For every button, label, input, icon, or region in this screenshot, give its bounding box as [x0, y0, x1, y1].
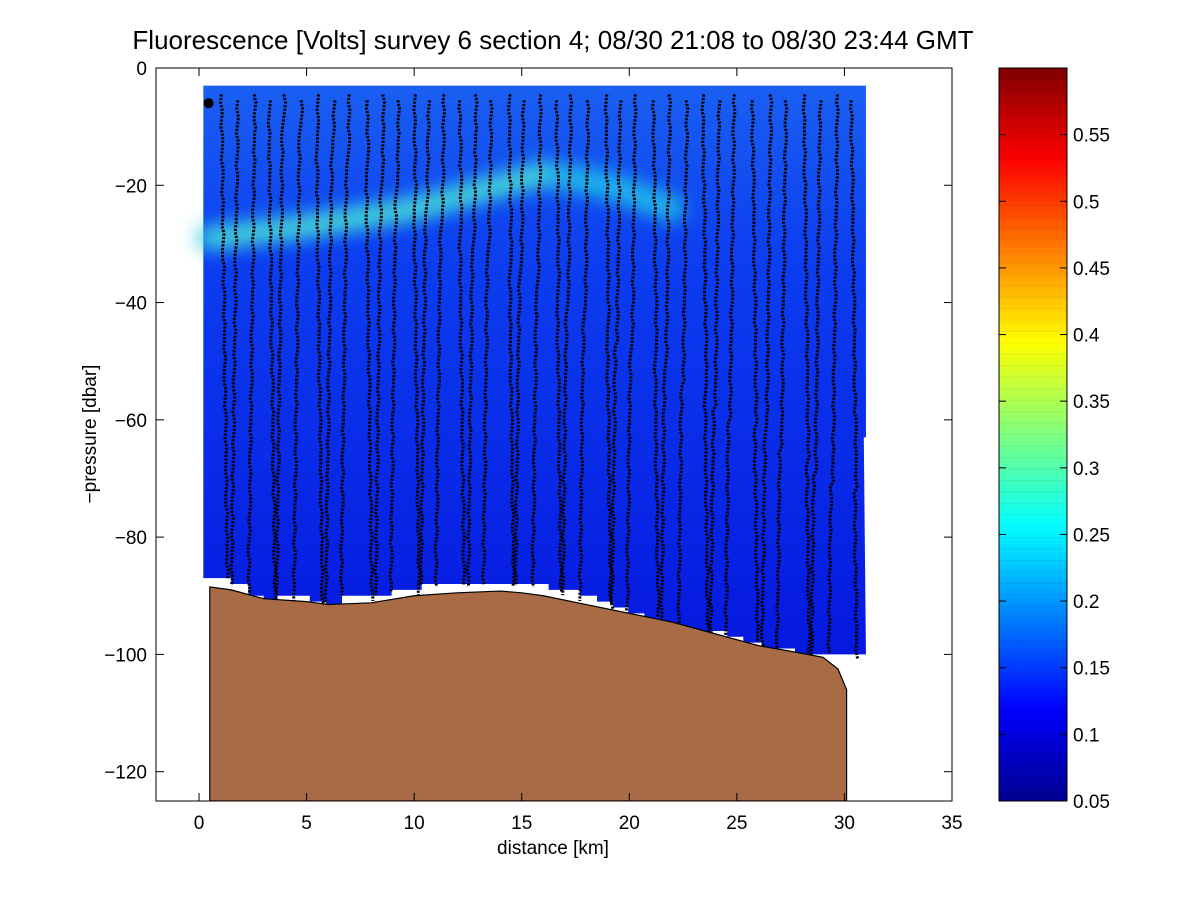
colorbar-tick-label: 0.55	[1073, 126, 1110, 147]
x-tick-label: 35	[941, 813, 962, 834]
profile-start-cluster	[203, 98, 214, 109]
profile-16	[457, 100, 467, 585]
profile-27	[624, 94, 638, 612]
profile-23	[560, 94, 574, 596]
y-tick-label: −40	[115, 294, 147, 315]
colorbar-axis: 0.05 0.1 0.15 0.2 0.25 0.3 0.35 0.4 0.45 0.5 0.55	[999, 126, 1110, 813]
profile-21	[530, 94, 543, 588]
profile-10	[364, 100, 375, 602]
colorbar-tick-label: 0.35	[1073, 392, 1110, 413]
profile-33	[723, 94, 737, 637]
colorbar-tick-label: 0.45	[1073, 259, 1110, 280]
y-axis: 0 −20 −40 −60 −80 −100 −120	[104, 59, 952, 784]
y-tick-label: 0	[136, 59, 147, 80]
y-tick-label: −20	[115, 176, 147, 197]
colorbar-frame	[998, 67, 1068, 802]
chart-title: Fluorescence [Volts] survey 6 section 4;…	[132, 25, 973, 55]
profile-28	[651, 100, 661, 618]
profile-5	[274, 94, 288, 596]
profile-15	[433, 94, 447, 588]
x-tick-label: 10	[404, 813, 425, 834]
y-axis-label: −pressure [dbar]	[80, 365, 101, 504]
colorbar-tick-label: 0.3	[1073, 459, 1099, 480]
profile-38	[809, 100, 823, 659]
y-tick-label: −120	[104, 763, 147, 784]
colorbar-tick-label: 0.5	[1073, 192, 1099, 213]
x-tick-label: 5	[301, 813, 312, 834]
colorbar-tick-label: 0.25	[1073, 525, 1110, 546]
axes-frame	[155, 67, 953, 802]
profile-14	[418, 100, 432, 585]
profile-8	[323, 100, 337, 610]
profile-2	[229, 100, 240, 585]
y-tick-label: −100	[104, 645, 147, 666]
profile-18	[480, 100, 494, 585]
x-tick-label: 15	[511, 813, 532, 834]
profile-4	[266, 100, 278, 602]
profile-26	[609, 100, 623, 610]
profile-1	[219, 94, 230, 579]
profile-36	[774, 100, 789, 651]
colorbar-bands	[999, 78, 1067, 791]
profile-9	[338, 94, 352, 596]
profile-13	[412, 94, 422, 596]
colorbar	[999, 68, 1067, 801]
x-axis: 0 5 10 15 20 25 30 35	[194, 68, 963, 834]
profile-37	[801, 94, 812, 653]
profile-35	[759, 94, 774, 653]
profile-25	[603, 94, 614, 604]
y-tick-label: −80	[115, 528, 147, 549]
plot-area	[196, 85, 866, 801]
colorbar-tick-label: 0.4	[1073, 326, 1100, 347]
colorbar-tick-label: 0.05	[1073, 792, 1110, 813]
y-tick-label: −60	[115, 411, 147, 432]
profile-20	[513, 100, 526, 585]
x-axis-label: distance [km]	[497, 838, 609, 859]
profile-6	[291, 100, 305, 602]
colorbar-tick-label: 0.1	[1073, 725, 1099, 746]
profile-34	[750, 100, 760, 643]
colorbar-tick-label: 0.15	[1073, 659, 1110, 680]
x-tick-label: 30	[834, 813, 855, 834]
profile-40	[849, 100, 860, 659]
colorbar-tick-label: 0.2	[1073, 592, 1099, 613]
profile-24	[577, 100, 591, 602]
x-tick-label: 20	[619, 813, 640, 834]
seafloor	[209, 586, 848, 801]
profile-39	[826, 94, 840, 653]
profile-dots	[203, 94, 860, 659]
profile-31	[700, 94, 711, 637]
profile-11	[373, 94, 386, 596]
profile-17	[465, 94, 479, 588]
x-tick-label: 0	[194, 813, 205, 834]
profile-7	[314, 94, 325, 604]
profile-3	[246, 94, 258, 596]
x-tick-label: 25	[726, 813, 747, 834]
